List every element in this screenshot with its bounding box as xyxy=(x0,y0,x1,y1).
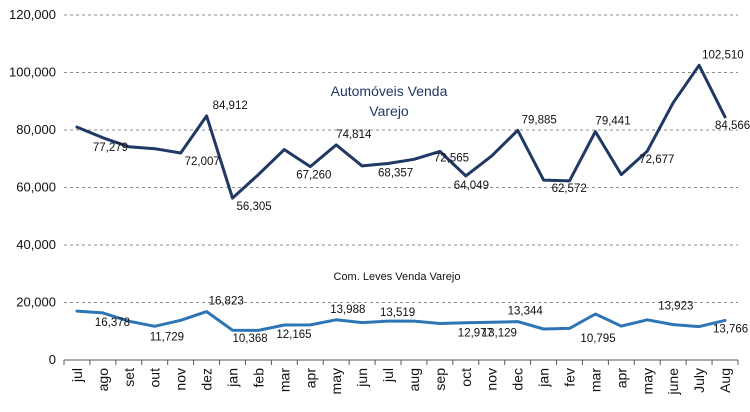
x-tick-label: dez xyxy=(199,368,215,391)
data-label: 13,766 xyxy=(713,323,748,335)
data-label: 72,677 xyxy=(639,154,674,166)
x-tick-label: out xyxy=(147,368,163,388)
x-tick-label: apr xyxy=(302,368,318,389)
data-label: 79,441 xyxy=(595,116,630,128)
data-label: 16,378 xyxy=(95,317,130,329)
x-tick-label: set xyxy=(121,368,137,387)
x-tick-label: jul xyxy=(380,368,396,383)
series-name-automoveis: Varejo xyxy=(369,103,409,119)
data-label: 11,729 xyxy=(150,331,184,343)
data-label: 84,912 xyxy=(213,100,248,112)
x-tick-label: jul xyxy=(69,368,85,383)
y-tick-label: 60,000 xyxy=(16,180,56,195)
series-line-automoveis xyxy=(75,63,727,200)
x-tick-label: feb xyxy=(250,368,266,388)
data-label: 13,519 xyxy=(380,307,415,319)
data-label: 64,049 xyxy=(454,180,489,192)
x-tick-label: fev xyxy=(562,368,578,387)
x-tick-label: Aug xyxy=(717,368,733,393)
data-label: 67,260 xyxy=(296,170,331,182)
y-tick-label: 20,000 xyxy=(16,295,56,310)
x-tick-label: june xyxy=(665,368,681,396)
data-label: 79,885 xyxy=(522,114,557,126)
x-axis-ticks: jul ago set out nov dez jan feb mar apr may jun jul a… xyxy=(69,368,733,396)
x-tick-label: jan xyxy=(536,368,552,388)
y-tick-label: 80,000 xyxy=(16,122,56,137)
data-label: 68,357 xyxy=(378,167,413,179)
x-axis xyxy=(63,359,739,365)
data-label: 84,566 xyxy=(715,120,750,132)
x-tick-label: may xyxy=(328,368,344,394)
series-names: Automóveis Venda Varejo Com. Leves Venda V… xyxy=(331,83,461,283)
x-tick-label: July xyxy=(691,368,707,393)
y-tick-label: 0 xyxy=(49,352,56,367)
data-label: 56,305 xyxy=(237,201,272,213)
y-tick-label: 40,000 xyxy=(16,237,56,252)
x-tick-label: nov xyxy=(173,368,189,391)
data-label: 77,279 xyxy=(93,142,128,154)
data-label: 72,565 xyxy=(434,152,469,164)
x-tick-label: aug xyxy=(406,368,422,391)
data-label: 16,823 xyxy=(209,296,244,308)
x-tick-label: dec xyxy=(510,368,526,391)
series-name-automoveis: Automóveis Venda xyxy=(331,83,448,99)
x-tick-label: mar xyxy=(587,368,603,392)
data-label: 12,165 xyxy=(276,329,311,341)
x-tick-label: oct xyxy=(458,368,474,387)
series-name-com-leves: Com. Leves Venda Varejo xyxy=(334,271,461,283)
data-labels: 77,279 72,007 84,912 56,305 67,260 74,814 68,3… xyxy=(93,49,750,345)
y-tick-label: 120,000 xyxy=(9,7,56,22)
series-lines xyxy=(75,63,727,332)
y-axis-ticks: 0 20,000 40,000 60,000 80,000 100,000 120,000 xyxy=(9,7,56,367)
x-tick-label: ago xyxy=(95,368,111,392)
x-tick-label: nov xyxy=(484,368,500,391)
x-tick-label: may xyxy=(639,368,655,394)
series-line-com-leves xyxy=(75,309,727,332)
x-tick-label: jan xyxy=(225,368,241,388)
x-tick-label: apr xyxy=(613,368,629,389)
data-label: 13,344 xyxy=(508,306,544,318)
data-label: 102,510 xyxy=(702,49,744,61)
data-label: 74,814 xyxy=(336,129,372,141)
data-label: 12,977 xyxy=(458,328,493,340)
gridlines xyxy=(64,14,738,303)
data-label: 72,007 xyxy=(185,156,220,168)
x-tick-label: sep xyxy=(432,368,448,391)
data-label: 13,923 xyxy=(658,301,693,313)
data-label: 13,129 xyxy=(482,327,517,339)
y-tick-label: 100,000 xyxy=(9,65,56,80)
x-tick-label: mar xyxy=(276,368,292,392)
x-tick-label: jun xyxy=(354,368,370,388)
data-label: 10,368 xyxy=(233,333,268,345)
data-label: 13,988 xyxy=(330,304,365,316)
data-label: 62,572 xyxy=(552,183,587,195)
data-label: 10,795 xyxy=(580,333,615,345)
